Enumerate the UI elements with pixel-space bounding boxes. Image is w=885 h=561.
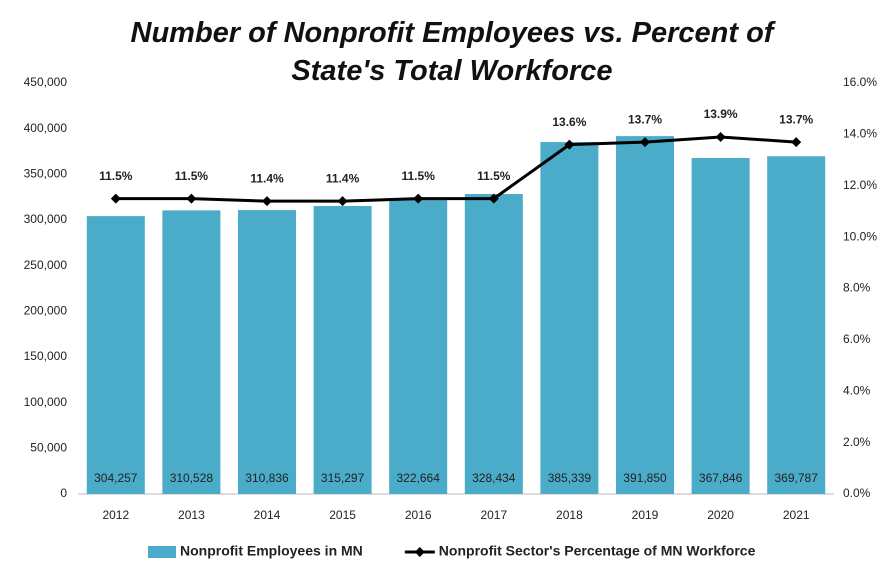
- bar: [162, 210, 221, 494]
- y-tick-label: 200,000: [24, 304, 68, 318]
- bar-value-label: 315,297: [321, 471, 365, 485]
- y-tick-label: 0: [60, 486, 67, 500]
- line-marker: [488, 193, 499, 204]
- line-marker: [262, 196, 272, 207]
- line-value-label: 13.7%: [628, 112, 662, 126]
- y2-tick-label: 10.0%: [843, 229, 877, 243]
- bar-value-label: 328,434: [472, 471, 516, 485]
- line-value-label: 11.5%: [99, 169, 133, 183]
- bar-value-label: 304,257: [94, 471, 138, 485]
- bar: [464, 194, 523, 494]
- chart-title: Number of Nonprofit Employees vs. Percen…: [130, 17, 774, 87]
- line-marker: [791, 137, 802, 148]
- bar-value-label: 310,836: [245, 471, 289, 485]
- legend-label: Nonprofit Employees in MN: [180, 543, 363, 559]
- x-tick-label: 2017: [480, 508, 507, 522]
- y2-tick-label: 2.0%: [843, 435, 871, 449]
- bar-value-label: 322,664: [397, 471, 441, 485]
- line-value-label: 11.4%: [250, 171, 284, 185]
- line-marker: [640, 137, 650, 148]
- x-tick-label: 2020: [707, 508, 734, 522]
- x-tick-label: 2015: [329, 508, 356, 522]
- y2-tick-label: 16.0%: [843, 75, 877, 89]
- line-value-label: 13.9%: [704, 107, 738, 121]
- bar: [86, 216, 145, 494]
- y2-tick-label: 4.0%: [843, 383, 871, 397]
- line-value-label: 13.6%: [552, 115, 586, 129]
- y2-tick-label: 8.0%: [843, 281, 871, 295]
- bar-value-label: 367,846: [699, 471, 743, 485]
- x-tick-label: 2013: [178, 508, 205, 522]
- line-marker: [110, 193, 121, 204]
- y2-tick-label: 0.0%: [843, 486, 871, 500]
- line-marker: [413, 193, 424, 204]
- x-tick-label: 2019: [632, 508, 659, 522]
- line-value-label: 11.4%: [326, 171, 360, 185]
- bar: [616, 136, 674, 494]
- line-marker: [564, 139, 575, 150]
- line-value-label: 13.7%: [779, 112, 813, 126]
- y-tick-label: 300,000: [24, 212, 68, 226]
- bar-value-label: 369,787: [775, 471, 819, 485]
- line-value-label: 11.5%: [477, 169, 511, 183]
- x-tick-label: 2021: [783, 508, 810, 522]
- x-tick-label: 2012: [102, 508, 129, 522]
- bar-value-label: 391,850: [623, 471, 667, 485]
- line-value-label: 11.5%: [402, 169, 436, 183]
- line: [115, 135, 797, 203]
- bar: [313, 206, 372, 494]
- y-tick-label: 150,000: [24, 349, 68, 363]
- bar: [540, 142, 599, 494]
- line-value-label: 11.5%: [175, 169, 209, 183]
- y2-tick-label: 14.0%: [843, 127, 877, 141]
- y-tick-label: 50,000: [30, 441, 67, 455]
- y2-tick-label: 6.0%: [843, 332, 871, 346]
- legend-swatch: [148, 546, 176, 558]
- y-tick-label: 350,000: [24, 167, 68, 181]
- y-tick-label: 100,000: [24, 395, 68, 409]
- legend-label: Nonprofit Sector's Percentage of MN Work…: [439, 543, 756, 559]
- x-tick-label: 2016: [405, 508, 432, 522]
- bar: [238, 210, 296, 494]
- y2-tick-label: 12.0%: [843, 178, 877, 192]
- line-marker: [715, 131, 726, 142]
- x-tick-label: 2014: [254, 508, 281, 522]
- x-tick-label: 2018: [556, 508, 583, 522]
- y-tick-label: 450,000: [24, 75, 68, 89]
- legend-marker: [414, 547, 425, 557]
- bar-value-label: 310,528: [170, 471, 214, 485]
- line-marker: [186, 193, 197, 204]
- bar: [691, 158, 750, 494]
- line-marker: [337, 196, 348, 207]
- bar: [389, 199, 448, 494]
- y-tick-label: 250,000: [24, 258, 68, 272]
- bar: [767, 156, 826, 494]
- y-tick-label: 400,000: [24, 121, 68, 135]
- bar-value-label: 385,339: [548, 471, 592, 485]
